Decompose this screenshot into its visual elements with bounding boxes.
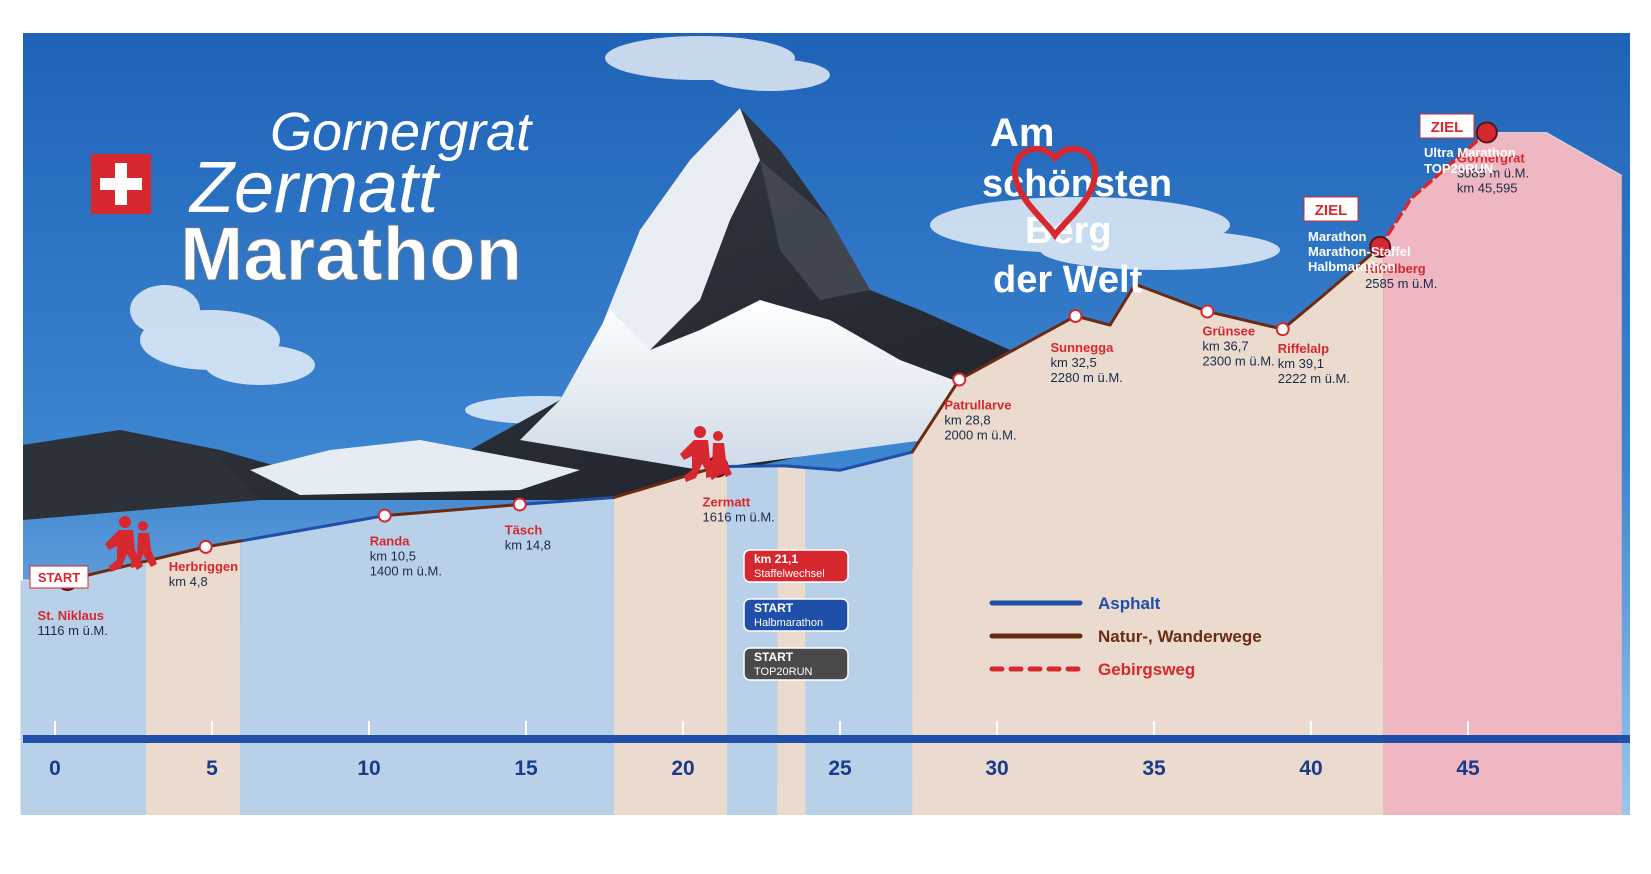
station-detail-herbriggen: km 4,8 bbox=[169, 574, 208, 589]
station-name-herbriggen: Herbriggen bbox=[169, 559, 238, 574]
station-detail-randa: km 10,5 bbox=[370, 549, 416, 564]
title-gornergrat: Gornergrat bbox=[270, 102, 533, 162]
km-axis: 0 5 10 15 20 25 30 35 40 45 bbox=[23, 721, 1630, 780]
legend-label-gebirgsweg: Gebirgsweg bbox=[1098, 660, 1195, 679]
station-detail-taesch: km 14,8 bbox=[505, 537, 551, 552]
station-marker-riffelberg bbox=[1369, 235, 1392, 258]
station-detail-st-niklaus: 1116 m ü.M. bbox=[38, 623, 108, 638]
station-marker-gornergrat bbox=[1475, 121, 1498, 144]
axis-line bbox=[23, 735, 1630, 743]
station-detail-patrullarve: km 28,8 bbox=[944, 413, 990, 428]
ziel-badge-marathon bbox=[1303, 196, 1359, 222]
station-name-st-niklaus: St. Niklaus bbox=[38, 608, 104, 623]
route-segment-trail bbox=[383, 502, 522, 518]
station-detail-sunnegga: 2280 m ü.M. bbox=[1051, 370, 1123, 385]
station-detail-riffelalp: km 39,1 bbox=[1278, 356, 1324, 371]
start-badge-label: START bbox=[38, 570, 80, 585]
axis-tick-label: 30 bbox=[985, 757, 1008, 780]
info-box-top20run bbox=[743, 647, 849, 681]
legend-label-asphalt: Asphalt bbox=[1098, 594, 1161, 613]
finish-ultra-line1: Ultra Marathon bbox=[1424, 145, 1516, 160]
station-detail-gruensee: 2300 m ü.M. bbox=[1202, 353, 1274, 368]
axis-tick-label: 45 bbox=[1456, 757, 1480, 780]
info-box-line1: START bbox=[754, 601, 794, 615]
station-name-riffelalp: Riffelalp bbox=[1278, 341, 1329, 356]
finish-marathon-line3: Halbmarathon bbox=[1308, 259, 1395, 274]
station-detail-gruensee: km 36,7 bbox=[1202, 338, 1248, 353]
station-marker-riffelalp bbox=[1275, 322, 1290, 337]
station-name-gruensee: Grünsee bbox=[1202, 323, 1255, 338]
info-box-line2: Staffelwechsel bbox=[754, 568, 825, 580]
terrain-band bbox=[1383, 132, 1622, 815]
elevation-profile bbox=[66, 130, 1489, 582]
station-name-zermatt: Zermatt bbox=[703, 495, 751, 510]
axis-tick-label: 15 bbox=[514, 757, 538, 780]
station-detail-patrullarve: 2000 m ü.M. bbox=[944, 428, 1016, 443]
info-box-line1: km 21,1 bbox=[754, 552, 798, 566]
title-zermatt: Zermatt bbox=[188, 148, 441, 228]
heart-shoe-icon bbox=[1011, 145, 1099, 241]
slogan-line4: der Welt bbox=[993, 259, 1143, 301]
station-detail-gornergrat: 3089 m ü.M. bbox=[1457, 166, 1529, 181]
station-name-randa: Randa bbox=[370, 534, 411, 549]
clouds-decoration bbox=[130, 36, 1280, 424]
axis-tick-label: 0 bbox=[49, 757, 61, 780]
axis-tick-label: 20 bbox=[671, 757, 694, 780]
axis-tick-label: 35 bbox=[1142, 757, 1166, 780]
runner-icon-zermatt bbox=[680, 426, 732, 482]
route-segment-asphalt bbox=[716, 450, 914, 472]
station-marker-randa bbox=[377, 508, 392, 523]
title-marathon: Marathon bbox=[180, 212, 522, 297]
info-box-line1: START bbox=[754, 650, 794, 664]
station-name-sunnegga: Sunnegga bbox=[1051, 340, 1115, 355]
station-name-riffelberg: Riffelberg bbox=[1365, 261, 1426, 276]
route-segment-trail bbox=[612, 465, 720, 499]
slogan-line2: schönsten bbox=[982, 163, 1172, 205]
station-detail-randa: 1400 m ü.M. bbox=[370, 564, 442, 579]
station-detail-sunnegga: km 32,5 bbox=[1051, 355, 1097, 370]
finish-ultra-line2: TOP20RUN bbox=[1424, 161, 1493, 176]
ziel-label-marathon: ZIEL bbox=[1315, 202, 1348, 219]
station-detail-zermatt: 1616 m ü.M. bbox=[703, 510, 775, 525]
axis-tick-label: 10 bbox=[357, 757, 380, 780]
route-legend: Asphalt Natur-, Wanderwege Gebirgsweg bbox=[989, 594, 1262, 679]
station-name-gornergrat: Gornergrat bbox=[1457, 151, 1526, 166]
station-detail-riffelberg: 2585 m ü.M. bbox=[1365, 276, 1437, 291]
legend-label-natur: Natur-, Wanderwege bbox=[1098, 627, 1262, 646]
zermatt-info-boxes: km 21,1 Staffelwechsel START Halbmarathon ST… bbox=[743, 549, 849, 681]
info-box-line2: Halbmarathon bbox=[754, 617, 823, 629]
station-detail-gornergrat: km 45,595 bbox=[1457, 181, 1518, 196]
finish-marathon-line1: Marathon bbox=[1308, 229, 1367, 244]
station-detail-riffelalp: 2222 m ü.M. bbox=[1278, 371, 1350, 386]
runner-icon-start bbox=[105, 516, 157, 572]
station-name-patrullarve: Patrullarve bbox=[944, 398, 1011, 413]
route-segment-mountain-path bbox=[1378, 130, 1489, 249]
ziel-label-ultra: ZIEL bbox=[1431, 119, 1464, 136]
finish-marathon-line2: Marathon-Staffel bbox=[1308, 244, 1411, 259]
station-marker-gruensee bbox=[1200, 304, 1215, 319]
station-marker-taesch bbox=[512, 497, 527, 512]
axis-tick-label: 40 bbox=[1299, 757, 1322, 780]
start-badge bbox=[29, 565, 89, 589]
ziel-badge-ultra bbox=[1419, 113, 1475, 139]
swiss-flag-icon bbox=[91, 154, 151, 214]
axis-tick-label: 25 bbox=[828, 757, 852, 780]
station-name-taesch: Täsch bbox=[505, 522, 543, 537]
station-marker-herbriggen bbox=[198, 539, 213, 554]
route-segment-asphalt bbox=[518, 495, 616, 506]
matterhorn-illustration bbox=[23, 108, 1060, 520]
route-segment-trail bbox=[910, 245, 1382, 454]
station-marker-patrullarve bbox=[952, 372, 967, 387]
station-marker-sunnegga bbox=[1068, 309, 1083, 324]
axis-tick-label: 5 bbox=[206, 757, 218, 780]
route-segment-asphalt bbox=[241, 514, 387, 543]
info-box-staffelwechsel bbox=[743, 549, 849, 583]
info-box-halbmarathon bbox=[743, 598, 849, 632]
info-box-line2: TOP20RUN bbox=[754, 666, 813, 678]
